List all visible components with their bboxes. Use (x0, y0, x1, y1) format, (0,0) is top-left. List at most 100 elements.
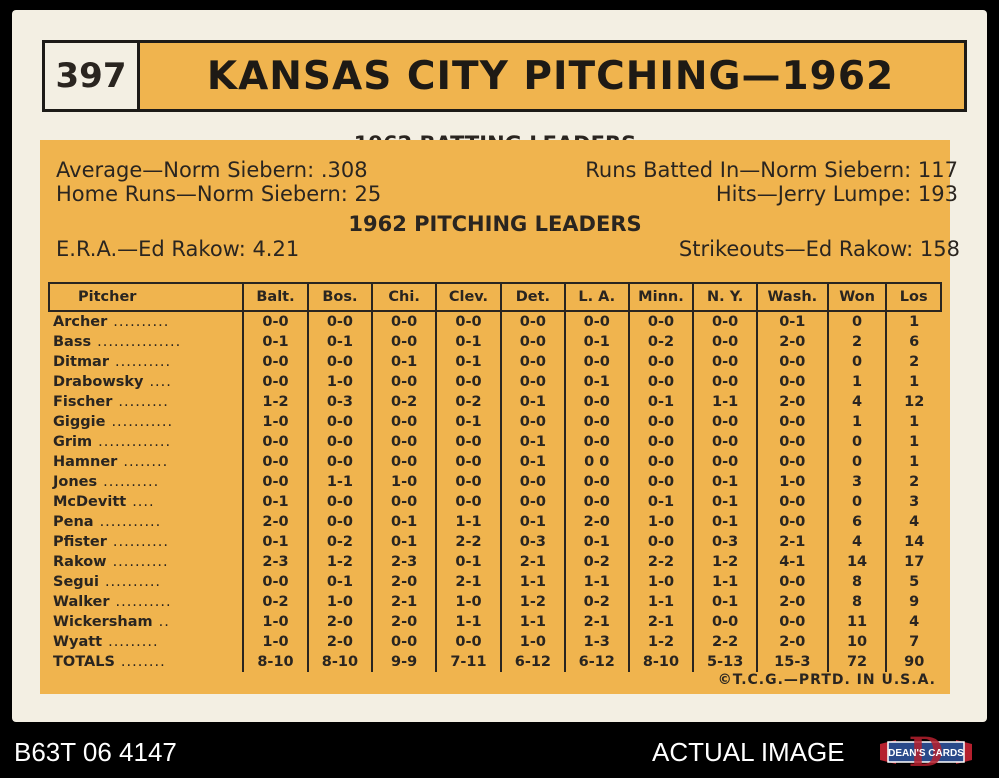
record-cell: 2-0 (755, 592, 828, 612)
record-cell: 5 (885, 572, 941, 592)
record-cell: 10 (826, 632, 887, 652)
record-cell: 0-1 (499, 432, 566, 452)
record-cell: 0-2 (242, 592, 308, 612)
record-cell: 0-1 (499, 452, 566, 472)
record-cell: 0-2 (564, 592, 629, 612)
pitcher-name-cell: Ditmar.......... (49, 352, 243, 372)
record-cell: 0-0 (755, 432, 828, 452)
record-cell: 0-0 (499, 472, 566, 492)
record-cell: 14 (826, 552, 887, 572)
table-row: Pena........... 2-0 0-0 0-1 1-1 0-1 2-0 1-0 0-1 0… (49, 512, 941, 532)
pitcher-name-cell: Wyatt......... (49, 632, 243, 652)
record-cell: 72 (826, 652, 887, 672)
record-cell: 2-0 (371, 572, 437, 592)
leader-dots: .......... (113, 314, 170, 330)
record-cell: 1-1 (499, 572, 566, 592)
record-cell: 0-1 (564, 372, 629, 392)
record-cell: 0 (826, 492, 887, 512)
record-cell: 2-2 (627, 552, 694, 572)
record-cell: 0-1 (564, 532, 629, 552)
record-cell: 0-0 (755, 372, 828, 392)
record-cell: 0-1 (242, 492, 308, 512)
record-cell: 0-1 (435, 552, 501, 572)
record-cell: 0-0 (371, 311, 437, 332)
totals-row: TOTALS........ 8-10 8-10 9-9 7-11 6-12 6-12 8-1… (49, 652, 941, 672)
record-cell: 0-1 (564, 332, 629, 352)
leaders-panel: Average—Norm Siebern: .308 Runs Batted I… (40, 140, 960, 266)
record-cell: 2-0 (306, 612, 373, 632)
record-cell: 0-1 (306, 332, 373, 352)
column-header-ny: N. Y. (692, 282, 758, 312)
record-cell: 2-3 (242, 552, 308, 572)
record-cell: 1 (885, 452, 941, 472)
record-cell: 0-0 (692, 612, 757, 632)
card-number: 397 (45, 43, 140, 109)
leader-dots: .. (158, 614, 170, 630)
record-cell: 0-0 (499, 352, 566, 372)
record-cell: 3 (885, 492, 941, 512)
record-cell: 4-1 (755, 552, 828, 572)
pitcher-name-cell: Rakow.......... (49, 552, 243, 572)
leader-home-runs: Home Runs—Norm Siebern: 25 (56, 182, 382, 206)
record-cell: 0-0 (306, 512, 373, 532)
title-bar: 397 KANSAS CITY PITCHING—1962 (42, 40, 967, 112)
record-cell: 6-12 (564, 652, 629, 672)
record-cell: 0-3 (499, 532, 566, 552)
table-row: Ditmar.......... 0-0 0-0 0-1 0-1 0-0 0-0 0-0 0-0… (49, 352, 941, 372)
record-cell: 1-2 (692, 552, 757, 572)
record-cell: 5-13 (692, 652, 757, 672)
table-row: Drabowsky.... 0-0 1-0 0-0 0-0 0-0 0-1 0-0 0-0 0-0… (49, 372, 941, 392)
record-cell: 0-0 (435, 311, 501, 332)
record-cell: 1-0 (627, 512, 694, 532)
leader-dots: ............... (97, 334, 182, 350)
pitcher-name-cell: Pfister.......... (49, 532, 243, 552)
table-row: Jones.......... 0-0 1-1 1-0 0-0 0-0 0-0 0-0 0-1 1… (49, 472, 941, 492)
leader-dots: .......... (112, 554, 169, 570)
record-cell: 90 (885, 652, 941, 672)
record-cell: 2-0 (564, 512, 629, 532)
column-header-pitcher: Pitcher (47, 282, 245, 312)
record-cell: 0-0 (564, 412, 629, 432)
record-cell: 0-0 (371, 412, 437, 432)
leader-dots: .... (132, 494, 155, 510)
column-header-chi: Chi. (371, 282, 438, 312)
record-cell: 1-0 (242, 412, 308, 432)
leader-dots: .......... (112, 534, 170, 550)
table-row: McDevitt.... 0-1 0-0 0-0 0-0 0-0 0-0 0-1 0-1 0-0 0… (49, 492, 941, 512)
record-cell: 0-2 (371, 392, 437, 412)
record-cell: 4 (885, 512, 941, 532)
pitcher-name: Fischer (53, 394, 113, 410)
record-cell: 0-0 (242, 352, 308, 372)
leader-rbi: Runs Batted In—Norm Siebern: 117 (585, 158, 958, 182)
table-row: Segui.......... 0-0 0-1 2-0 2-1 1-1 1-1 1-0 1-1 0… (49, 572, 941, 592)
record-cell: 0-0 (755, 572, 828, 592)
record-cell: 0-3 (692, 532, 757, 552)
record-cell: 2-1 (435, 572, 501, 592)
record-cell: 0-0 (564, 311, 629, 332)
record-cell: 6 (826, 512, 887, 532)
record-cell: 1 (885, 372, 941, 392)
record-cell: 0-0 (627, 372, 694, 392)
table-row: Archer.......... 0-0 0-0 0-0 0-0 0-0 0-0 0-0 0-0… (49, 311, 941, 332)
record-cell: 0-0 (499, 332, 566, 352)
record-cell: 1-3 (564, 632, 629, 652)
record-cell: 0-2 (306, 532, 373, 552)
record-cell: 0-0 (435, 492, 501, 512)
record-cell: 1 (885, 432, 941, 452)
record-cell: 1-0 (627, 572, 694, 592)
record-cell: 0-0 (499, 372, 566, 392)
record-cell: 8-10 (627, 652, 694, 672)
record-cell: 0-1 (627, 392, 694, 412)
leader-dots: .... (149, 374, 172, 390)
leader-dots: ......... (108, 634, 159, 650)
record-cell: 0-2 (435, 392, 501, 412)
record-cell: 1-2 (499, 592, 566, 612)
pitcher-name: Giggie (53, 414, 106, 430)
pitcher-name-cell: Giggie........... (49, 412, 243, 432)
record-cell: 0-0 (564, 352, 629, 372)
column-header-det: Det. (499, 282, 567, 312)
pitcher-name: Rakow (53, 554, 107, 570)
record-cell: 6-12 (499, 652, 566, 672)
column-header-balt: Balt. (242, 282, 309, 312)
record-cell: 0-0 (627, 311, 694, 332)
